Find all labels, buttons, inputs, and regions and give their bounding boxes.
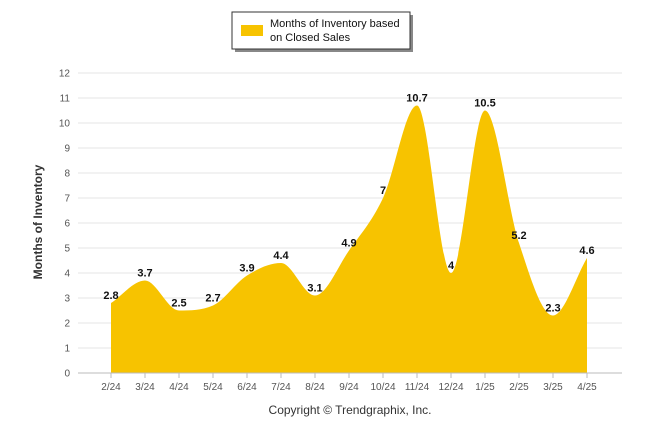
- legend-swatch: [241, 25, 263, 36]
- legend-label-line1: Months of Inventory based: [270, 18, 400, 30]
- x-tick-label: 8/24: [305, 382, 325, 393]
- x-tick-label: 3/24: [135, 382, 155, 393]
- data-label: 4.4: [273, 250, 289, 262]
- y-tick-label: 7: [64, 194, 70, 205]
- x-tick-label: 6/24: [237, 382, 257, 393]
- y-axis-label: Months of Inventory: [31, 164, 45, 279]
- data-label: 3.7: [137, 268, 152, 280]
- legend-label-line2: on Closed Sales: [270, 32, 351, 44]
- y-tick-label: 10: [59, 119, 71, 130]
- data-label: 4: [448, 260, 455, 272]
- y-tick-label: 6: [64, 219, 70, 230]
- y-tick-label: 8: [64, 169, 70, 180]
- x-axis-ticks: 2/24 3/24 4/24 5/24 6/24 7/24 8/24 9/24 10/24 11/…: [101, 373, 597, 393]
- data-label: 3.9: [239, 263, 254, 275]
- x-tick-label: 5/24: [203, 382, 223, 393]
- data-labels: 2.8 3.7 2.5 2.7 3.9 4.4 3.1 4.9 7 10.7 4 10.5 5.2 2.3…: [103, 93, 594, 315]
- data-label: 4.6: [579, 245, 594, 257]
- x-tick-label: 4/24: [169, 382, 189, 393]
- x-tick-label: 11/24: [405, 382, 430, 393]
- data-label: 2.5: [171, 298, 186, 310]
- y-tick-label: 4: [64, 269, 70, 280]
- y-tick-label: 12: [59, 69, 71, 80]
- x-tick-label: 12/24: [438, 382, 463, 393]
- data-label: 3.1: [307, 283, 322, 295]
- x-tick-label: 9/24: [339, 382, 359, 393]
- y-tick-label: 2: [64, 319, 70, 330]
- x-tick-label: 2/25: [509, 382, 529, 393]
- legend: Months of Inventory based on Closed Sale…: [231, 11, 413, 52]
- copyright-footer: Copyright © Trendgraphix, Inc.: [269, 403, 432, 417]
- data-label: 2.7: [205, 293, 220, 305]
- x-tick-label: 3/25: [543, 382, 563, 393]
- x-tick-label: 2/24: [101, 382, 121, 393]
- y-tick-label: 9: [64, 144, 70, 155]
- data-label: 2.3: [545, 303, 560, 315]
- x-tick-label: 4/25: [577, 382, 597, 393]
- area-series: [111, 105, 587, 373]
- x-tick-label: 10/24: [370, 382, 395, 393]
- data-label: 4.9: [341, 238, 356, 250]
- x-tick-label: 7/24: [271, 382, 291, 393]
- y-tick-label: 11: [60, 94, 71, 105]
- y-tick-label: 1: [64, 344, 70, 355]
- data-label: 5.2: [511, 230, 526, 242]
- y-tick-label: 0: [64, 369, 70, 380]
- y-tick-label: 3: [64, 294, 70, 305]
- data-label: 7: [380, 185, 386, 197]
- x-tick-label: 1/25: [475, 382, 495, 393]
- data-label: 10.5: [474, 98, 495, 110]
- data-label: 2.8: [103, 290, 118, 302]
- y-tick-label: 5: [64, 244, 70, 255]
- data-label: 10.7: [406, 93, 427, 105]
